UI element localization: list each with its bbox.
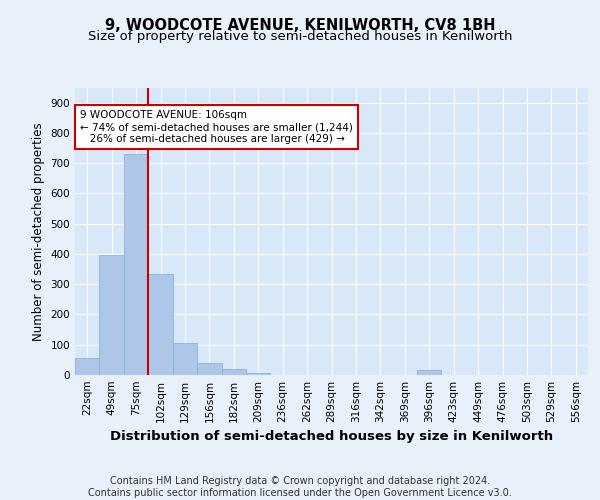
Text: 9 WOODCOTE AVENUE: 106sqm
← 74% of semi-detached houses are smaller (1,244)
   2: 9 WOODCOTE AVENUE: 106sqm ← 74% of semi-… xyxy=(80,110,353,144)
Bar xyxy=(417,370,442,375)
Bar xyxy=(124,154,148,375)
Bar xyxy=(197,363,221,375)
Text: 9, WOODCOTE AVENUE, KENILWORTH, CV8 1BH: 9, WOODCOTE AVENUE, KENILWORTH, CV8 1BH xyxy=(105,18,495,32)
Y-axis label: Number of semi-detached properties: Number of semi-detached properties xyxy=(32,122,45,340)
Text: Contains HM Land Registry data © Crown copyright and database right 2024.: Contains HM Land Registry data © Crown c… xyxy=(110,476,490,486)
Bar xyxy=(148,274,173,375)
Bar xyxy=(246,374,271,375)
Bar xyxy=(221,369,246,375)
X-axis label: Distribution of semi-detached houses by size in Kenilworth: Distribution of semi-detached houses by … xyxy=(110,430,553,444)
Text: Contains public sector information licensed under the Open Government Licence v3: Contains public sector information licen… xyxy=(88,488,512,498)
Bar xyxy=(100,256,124,375)
Text: Size of property relative to semi-detached houses in Kenilworth: Size of property relative to semi-detach… xyxy=(88,30,512,43)
Bar xyxy=(75,358,100,375)
Bar xyxy=(173,343,197,375)
